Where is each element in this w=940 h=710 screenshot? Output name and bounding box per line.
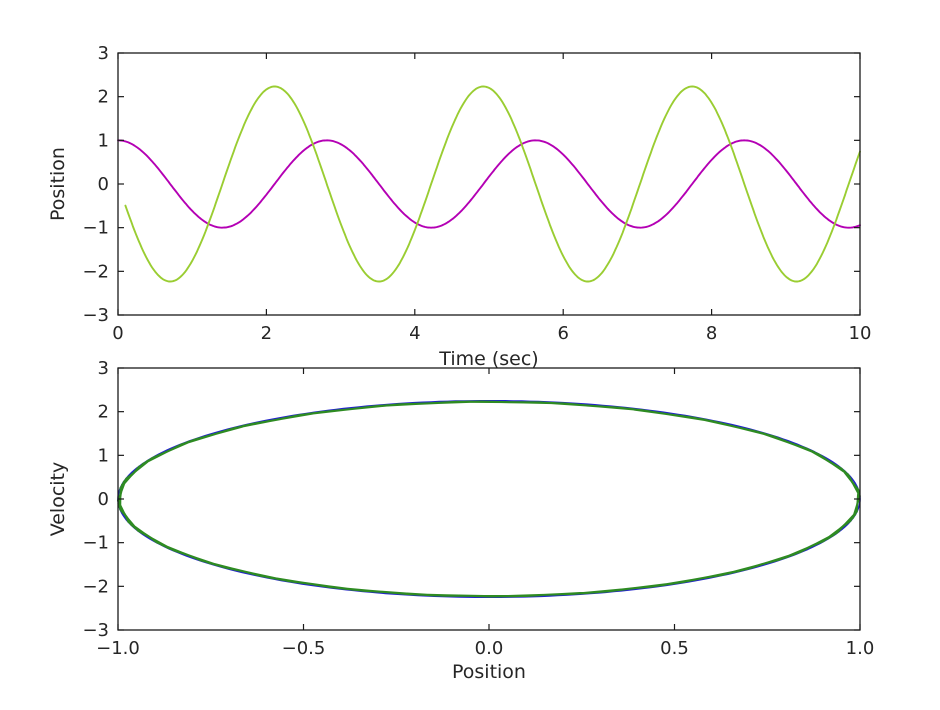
y-tick-label: 3 <box>98 358 109 379</box>
x-axis-label: Position <box>452 661 526 683</box>
y-axis-label: Position <box>47 147 69 221</box>
phase-orbit-numeric-line <box>117 400 861 598</box>
y-tick-label: −1 <box>82 533 109 554</box>
x-axis-label: Time (sec) <box>438 348 538 370</box>
y-axis-label: Velocity <box>47 462 69 537</box>
x-tick-label: −0.5 <box>282 638 326 659</box>
y-tick-label: −2 <box>82 261 109 282</box>
y-tick-label: −1 <box>82 218 109 239</box>
y-tick-label: 0 <box>98 174 109 195</box>
x-tick-label: 10 <box>849 323 872 344</box>
x-tick-label: 2 <box>261 323 272 344</box>
axes-background <box>118 53 860 315</box>
x-tick-label: 6 <box>557 323 568 344</box>
y-tick-label: 2 <box>98 402 109 423</box>
x-tick-label: 4 <box>409 323 420 344</box>
x-tick-label: 0.5 <box>660 638 689 659</box>
x-tick-label: 0 <box>112 323 123 344</box>
y-tick-label: 1 <box>98 445 109 466</box>
x-tick-label: 0.0 <box>475 638 504 659</box>
y-tick-label: 3 <box>98 43 109 64</box>
y-tick-label: −2 <box>82 576 109 597</box>
y-tick-label: −3 <box>82 620 109 641</box>
axes-background <box>118 368 860 630</box>
y-tick-label: 2 <box>98 87 109 108</box>
y-tick-label: −3 <box>82 305 109 326</box>
velocity-vs-time-line <box>124 85 861 283</box>
y-tick-label: 1 <box>98 130 109 151</box>
x-tick-label: −1.0 <box>96 638 140 659</box>
x-tick-label: 8 <box>706 323 717 344</box>
y-tick-label: 0 <box>98 489 109 510</box>
x-tick-label: 1.0 <box>846 638 875 659</box>
position-vs-time-line <box>117 139 861 229</box>
subplot-2: −1.0 −0.5 0.0 0.5 1.0 3 2 1 0 −1 −2 −3 Position Veloc… <box>47 358 874 683</box>
